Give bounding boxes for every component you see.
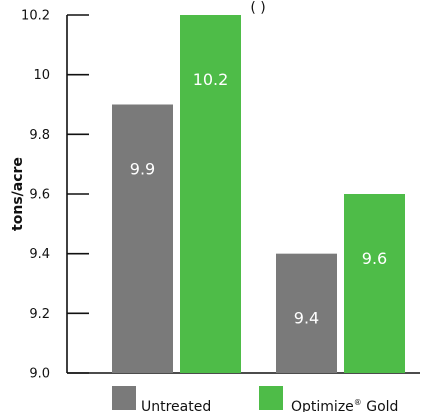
legend-swatch — [259, 386, 283, 410]
y-tick-label: 10.2 — [21, 9, 50, 24]
bar — [344, 194, 405, 373]
bar — [112, 104, 173, 373]
y-tick-label: 10 — [33, 68, 50, 83]
bar — [276, 253, 337, 373]
chart-title-fragment: ( ) — [250, 0, 265, 16]
y-tick-label: 9.8 — [29, 128, 50, 143]
y-tick-label: 9.4 — [29, 247, 50, 262]
y-ticks: 9.0 9.2 9.4 9.6 9.8 10 10.2 — [21, 9, 89, 382]
y-axis-label: tons/acre — [10, 157, 26, 231]
bar-data-label: 9.9 — [130, 160, 155, 179]
bar-data-label: 9.4 — [294, 309, 319, 328]
y-tick-label: 9.0 — [29, 367, 50, 382]
legend-label: Optimize® Gold — [291, 398, 398, 412]
bar-data-label: 10.2 — [193, 70, 229, 89]
bar — [180, 15, 241, 373]
bars: 9.9 9.4 10.2 9.6 — [112, 15, 405, 373]
legend-label: Untreated — [141, 399, 211, 412]
y-tick-label: 9.2 — [29, 307, 50, 322]
bar-data-label: 9.6 — [362, 249, 387, 268]
legend-swatch — [112, 386, 136, 410]
y-tick-label: 9.6 — [29, 188, 50, 203]
legend: Untreated Optimize® Gold — [112, 386, 398, 412]
